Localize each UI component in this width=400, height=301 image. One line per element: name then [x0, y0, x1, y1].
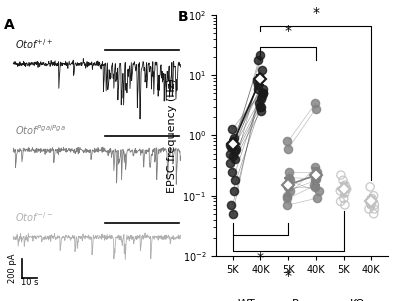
Text: *: *: [285, 24, 292, 38]
Text: $\it{Otof}^{Pga/Pga}$: $\it{Otof}^{Pga/Pga}$: [15, 124, 66, 138]
Text: B: B: [178, 10, 189, 24]
Point: [233, 146, 239, 151]
Point: [230, 211, 236, 216]
Point: [254, 79, 260, 83]
Text: $\it{Otof}^{-/-}$: $\it{Otof}^{-/-}$: [15, 210, 53, 224]
Point: [340, 178, 346, 183]
Text: 200 pA: 200 pA: [8, 253, 17, 283]
Point: [371, 206, 378, 211]
Point: [285, 185, 291, 189]
Point: [367, 185, 373, 189]
Text: *: *: [285, 269, 292, 283]
Point: [313, 176, 319, 181]
Point: [228, 144, 234, 149]
Point: [229, 126, 236, 131]
Text: *: *: [312, 7, 319, 20]
Point: [226, 151, 233, 156]
Point: [338, 173, 344, 178]
Point: [287, 178, 293, 183]
Point: [258, 68, 265, 73]
Point: [260, 86, 266, 91]
Point: [338, 199, 344, 204]
Point: [314, 196, 320, 201]
Point: [371, 203, 378, 207]
Point: [342, 183, 348, 188]
Point: [284, 203, 290, 207]
Point: [255, 100, 262, 105]
Text: WT: WT: [238, 299, 255, 301]
Point: [260, 91, 266, 96]
Point: [284, 193, 290, 198]
Point: [257, 52, 263, 57]
Point: [257, 76, 263, 80]
Text: KO: KO: [350, 299, 365, 301]
Point: [285, 146, 291, 151]
Point: [255, 82, 261, 87]
Point: [229, 169, 235, 174]
Point: [366, 206, 372, 211]
Point: [344, 186, 350, 191]
Point: [257, 104, 264, 109]
Point: [228, 203, 234, 207]
Point: [284, 139, 290, 144]
Point: [226, 160, 233, 165]
Point: [231, 149, 238, 154]
Point: [310, 183, 317, 188]
Point: [231, 136, 237, 141]
Y-axis label: EPSC frequency (Hz): EPSC frequency (Hz): [167, 78, 177, 193]
Point: [259, 94, 265, 98]
Point: [312, 178, 318, 183]
Point: [255, 57, 262, 62]
Point: [337, 188, 344, 193]
Text: *: *: [257, 251, 264, 265]
Point: [284, 196, 290, 201]
Point: [258, 97, 264, 102]
Point: [315, 188, 322, 193]
Text: Pga: Pga: [292, 299, 312, 301]
Point: [312, 100, 318, 105]
Point: [370, 211, 377, 216]
Point: [231, 188, 237, 193]
Point: [342, 191, 348, 196]
Point: [227, 142, 233, 147]
Point: [368, 203, 374, 207]
Point: [258, 109, 264, 114]
Point: [340, 196, 347, 201]
Text: 10 s: 10 s: [21, 278, 38, 287]
Point: [257, 104, 264, 109]
Point: [230, 139, 236, 144]
Point: [366, 199, 373, 204]
Point: [232, 178, 238, 183]
Point: [284, 183, 290, 188]
Point: [369, 196, 375, 201]
Point: [312, 185, 318, 189]
Point: [260, 91, 266, 96]
Point: [286, 169, 292, 174]
Point: [255, 86, 262, 91]
Point: [312, 165, 318, 169]
Point: [342, 203, 348, 207]
Point: [314, 173, 320, 178]
Point: [314, 169, 321, 174]
Text: A: A: [4, 18, 15, 32]
Text: $\it{Otof}^{+/+}$: $\it{Otof}^{+/+}$: [15, 37, 53, 51]
Point: [312, 106, 319, 111]
Point: [287, 188, 294, 193]
Point: [370, 193, 377, 198]
Point: [230, 154, 236, 159]
Point: [232, 157, 238, 162]
Point: [286, 175, 292, 180]
